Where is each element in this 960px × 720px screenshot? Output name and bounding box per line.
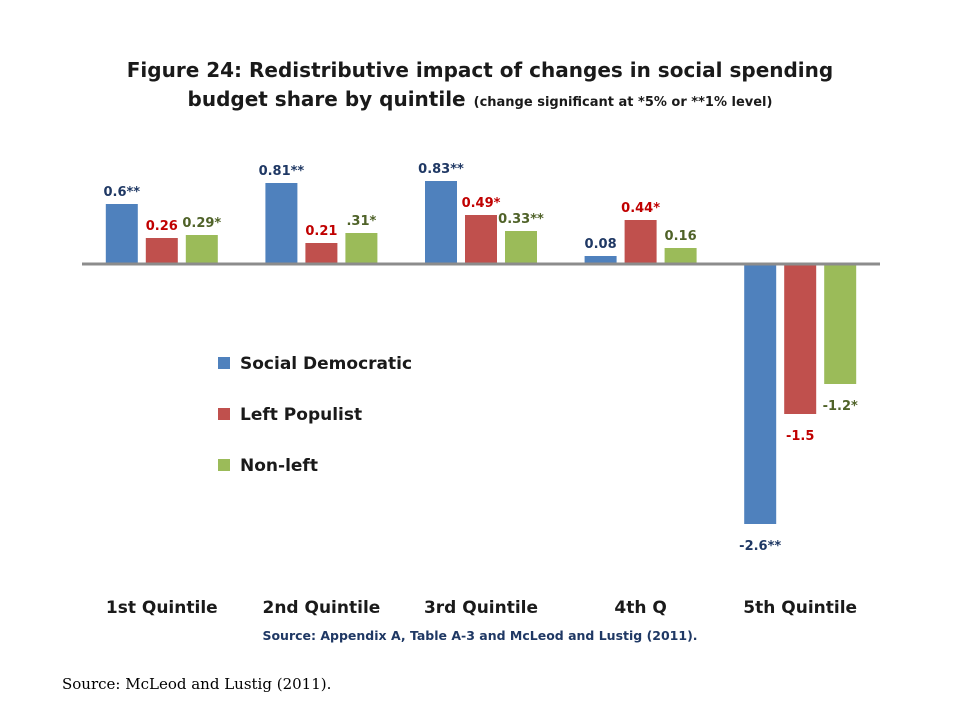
x-tick-label-1st-quintile: 1st Quintile: [106, 598, 218, 618]
data-label-left-populist-4th-q: 0.44*: [621, 201, 660, 216]
legend-swatch-left-populist: [218, 408, 230, 420]
data-label-social-democratic-2nd-quintile: 0.81**: [259, 164, 305, 179]
chart-title-line2-group: budget share by quintile (change signific…: [188, 87, 773, 111]
bar-non-left-5th-quintile: [824, 264, 857, 384]
plot-area: 0.6** 0.81** 0.83** 0.08 -2.6** 0.26 0.21 0.49*…: [82, 162, 880, 618]
x-tick-label-3rd-quintile: 3rd Quintile: [424, 598, 538, 618]
data-label-left-populist-2nd-quintile: 0.21: [305, 224, 337, 239]
legend: Social Democratic Left Populist Non-left: [218, 354, 412, 476]
data-label-non-left-1st-quintile: 0.29*: [182, 216, 221, 231]
legend-label-non-left: Non-left: [240, 456, 318, 476]
bar-left-populist-5th-quintile: [784, 264, 817, 414]
bar-social-democratic-2nd-quintile: [265, 183, 298, 264]
bar-non-left-1st-quintile: [185, 235, 218, 264]
bar-social-democratic-5th-quintile: [744, 264, 777, 524]
legend-label-social-democratic: Social Democratic: [240, 354, 412, 374]
slide-source-footer: Source: McLeod and Lustig (2011).: [62, 675, 331, 693]
data-label-social-democratic-4th-q: 0.08: [585, 237, 617, 252]
legend-swatch-non-left: [218, 459, 230, 471]
bar-left-populist-2nd-quintile: [305, 243, 338, 264]
x-tick-label-5th-quintile: 5th Quintile: [743, 598, 857, 618]
x-tick-label-4th-q: 4th Q: [614, 598, 666, 618]
bar-social-democratic-3rd-quintile: [425, 181, 457, 264]
bar-left-populist-4th-q: [624, 220, 657, 264]
chart-title-line1: Figure 24: Redistributive impact of chan…: [127, 58, 833, 82]
legend-swatch-social-democratic: [218, 357, 230, 369]
bar-non-left-2nd-quintile: [345, 233, 378, 264]
bar-non-left-3rd-quintile: [505, 231, 537, 264]
data-label-non-left-5th-quintile: -1.2*: [823, 399, 858, 414]
data-label-social-democratic-1st-quintile: 0.6**: [103, 185, 140, 200]
data-label-social-democratic-3rd-quintile: 0.83**: [418, 162, 464, 177]
legend-label-left-populist: Left Populist: [240, 405, 362, 425]
data-label-non-left-3rd-quintile: 0.33**: [498, 212, 544, 227]
bar-non-left-4th-q: [664, 248, 697, 264]
data-label-left-populist-5th-quintile: -1.5: [786, 429, 814, 444]
bar-social-democratic-4th-q: [584, 256, 617, 264]
data-label-non-left-4th-q: 0.16: [665, 229, 697, 244]
chart-subtitle: (change significant at *5% or **1% level…: [474, 95, 773, 110]
data-label-non-left-2nd-quintile: .31*: [346, 214, 376, 229]
bar-left-populist-3rd-quintile: [465, 215, 497, 264]
bar-social-democratic-1st-quintile: [105, 204, 138, 264]
data-label-left-populist-3rd-quintile: 0.49*: [462, 196, 501, 211]
data-label-left-populist-1st-quintile: 0.26: [146, 219, 178, 234]
data-label-social-democratic-5th-quintile: -2.6**: [739, 539, 781, 554]
bar-left-populist-1st-quintile: [145, 238, 178, 264]
chart-title-line2: budget share by quintile: [188, 87, 466, 111]
x-tick-label-2nd-quintile: 2nd Quintile: [262, 598, 380, 618]
chart-source-note: Source: Appendix A, Table A-3 and McLeod…: [262, 628, 697, 643]
